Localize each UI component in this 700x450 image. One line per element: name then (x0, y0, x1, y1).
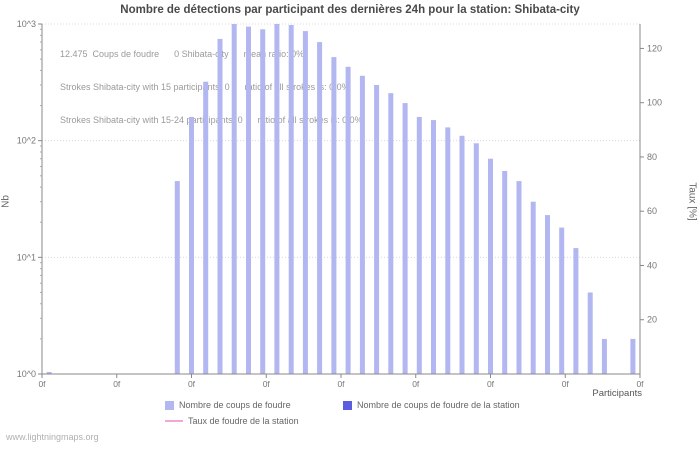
chart-title: Nombre de détections par participant des… (120, 4, 580, 16)
bar (402, 103, 408, 374)
bar (274, 24, 280, 374)
x-tick-label: 0f (113, 379, 121, 389)
bar (203, 81, 209, 374)
legend: Nombre de coups de foudre Nombre de coup… (165, 397, 520, 429)
bar (46, 372, 52, 374)
bar (345, 66, 351, 375)
legend-swatch-station-rate (165, 420, 183, 422)
bar (459, 135, 465, 374)
annotations: 12.475 Coups de foudre 0 Shibata-city me… (60, 27, 363, 148)
annotation-line-2: Strokes Shibata-city with 15 participant… (60, 82, 350, 92)
bar (302, 31, 308, 374)
y-right-tick-label: 20 (647, 315, 657, 325)
y-right-tick-label: 40 (647, 260, 657, 270)
y-left-tick-label: 10^2 (17, 136, 36, 146)
bar (260, 29, 266, 375)
bar (502, 171, 508, 374)
y-left-tick-label: 10^0 (17, 369, 36, 379)
x-tick-label: 0f (337, 379, 345, 389)
bar (246, 26, 251, 374)
bar (317, 42, 323, 374)
legend-label-station-rate: Taux de foudre de la station (188, 416, 299, 426)
bar (331, 57, 337, 374)
legend-swatch-station-strokes (343, 400, 352, 410)
bar (217, 38, 223, 375)
bar (359, 75, 365, 375)
x-tick-label: 0f (38, 379, 46, 389)
legend-item-station-rate: Taux de foudre de la station (165, 416, 299, 426)
bar (445, 127, 451, 375)
x-tick-label: 0f (188, 379, 196, 389)
x-axis-label: Participants (592, 388, 642, 399)
bar (231, 24, 237, 374)
bar (488, 158, 493, 374)
y-left-tick-label: 10^1 (17, 252, 36, 262)
watermark: www.lightningmaps.org (6, 432, 99, 442)
y-axis-label-right: Taux [%] (686, 182, 698, 221)
y-right-tick-label: 80 (647, 152, 657, 162)
bar (545, 215, 550, 374)
legend-item-strokes: Nombre de coups de foudre (165, 400, 343, 410)
bar (189, 116, 194, 375)
legend-item-station-strokes: Nombre de coups de foudre de la station (343, 400, 520, 410)
bar (573, 248, 579, 374)
y-right-tick-label: 60 (647, 206, 657, 216)
x-tick-label: 0f (562, 379, 570, 389)
x-tick-label: 0f (636, 379, 644, 389)
annotation-line-3: Strokes Shibata-city with 15-24 particip… (60, 115, 363, 125)
y-right-tick-label: 120 (647, 43, 662, 53)
bar (559, 227, 565, 374)
bar (516, 181, 522, 374)
bar (630, 338, 636, 374)
x-tick-label: 0f (263, 379, 271, 389)
bar (431, 120, 436, 374)
y-left-tick-label: 10^3 (17, 19, 36, 29)
bar (174, 181, 180, 374)
bar (288, 25, 294, 374)
bar (388, 93, 394, 374)
bar (416, 116, 422, 375)
legend-swatch-strokes (165, 400, 174, 410)
x-tick-label: 0f (487, 379, 495, 389)
bar (601, 338, 607, 374)
bar (587, 292, 593, 374)
y-axis-label-left: Nb (0, 195, 12, 208)
bar (530, 201, 536, 374)
x-tick-label: 0f (412, 379, 420, 389)
bar (374, 85, 380, 374)
y-right-tick-label: 100 (647, 98, 662, 108)
bar (473, 143, 479, 374)
legend-label-strokes: Nombre de coups de foudre (179, 400, 291, 410)
legend-label-station-strokes: Nombre de coups de foudre de la station (357, 400, 520, 410)
